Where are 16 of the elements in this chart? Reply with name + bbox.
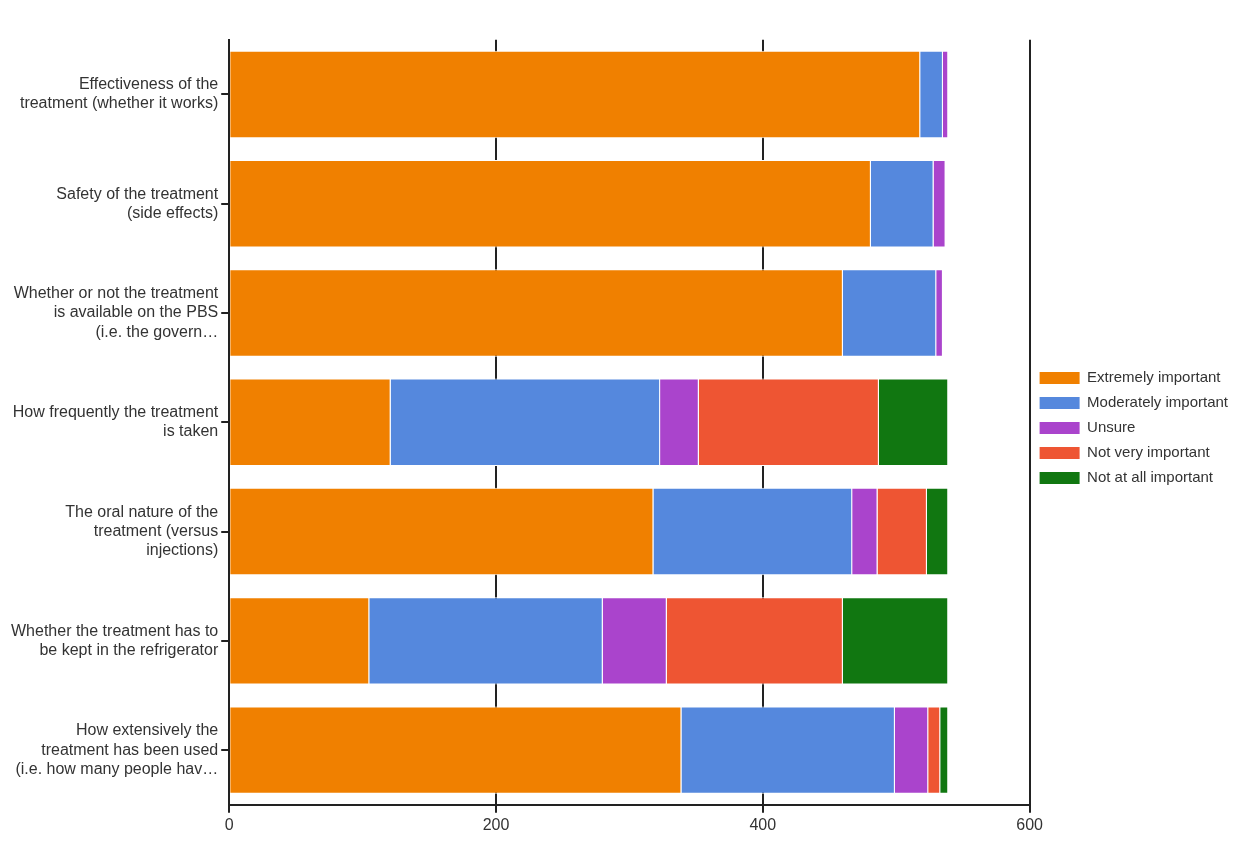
- y-tick-label: The oral nature of the treatment (versus injections): [65, 502, 219, 559]
- x-tick-label: 600: [1016, 815, 1044, 833]
- y-tick-label: Effectiveness of the treatment (whether it works): [19, 75, 219, 112]
- x-tick-label: 200: [482, 815, 510, 833]
- y-tick-label: Whether the treatment has to be kept in the refrigerator: [11, 621, 219, 658]
- x-tick-label: 0: [224, 815, 234, 833]
- y-tick-label: Safety of the treatment (side effects): [56, 184, 219, 221]
- legend-label: Moderately important: [1087, 393, 1229, 411]
- y-tick-label: How extensively the treatment has been used (i.e. how many people hav…: [15, 721, 219, 777]
- legend-label: Unsure: [1087, 418, 1136, 436]
- legend-label: Not at all important: [1087, 468, 1214, 486]
- y-tick-label: How frequently the treatment is taken: [12, 403, 219, 440]
- y-tick-label: Whether or not the treatment is available on the PBS (i.e. the govern…: [13, 284, 219, 340]
- legend-label: Extremely important: [1087, 368, 1222, 386]
- x-tick-label: 400: [749, 815, 777, 833]
- legend-label: Not very important: [1087, 443, 1211, 461]
